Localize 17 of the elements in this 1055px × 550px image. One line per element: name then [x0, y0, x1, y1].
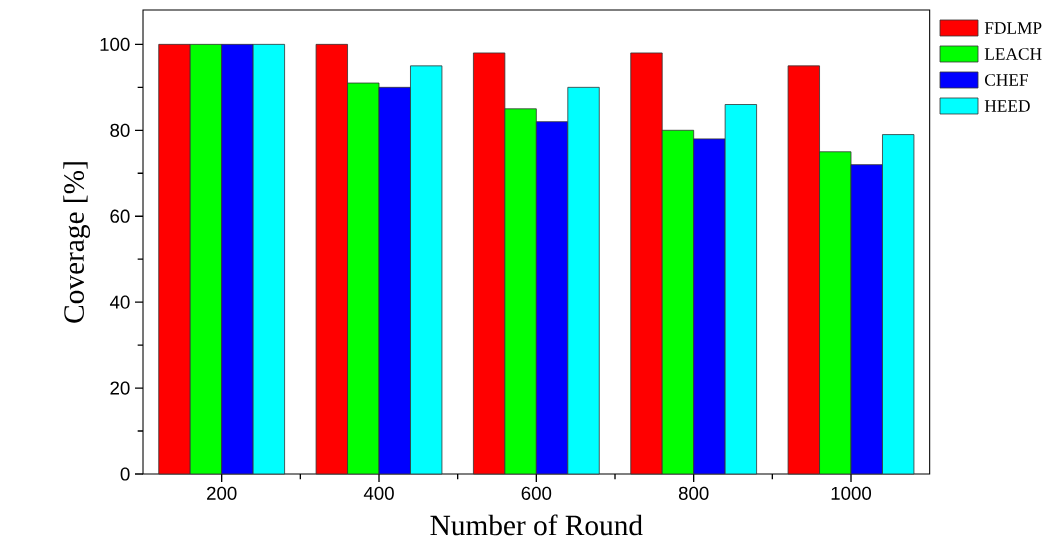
x-tick-label: 800 — [678, 486, 709, 500]
y-tick-label: 60 — [110, 209, 130, 223]
legend-label: LEACH — [984, 48, 1042, 60]
legend-label: HEED — [984, 100, 1030, 112]
x-tick-label: 1000 — [831, 486, 872, 500]
y-tick-label: 20 — [110, 381, 130, 395]
x-axis-title: Number of Round — [430, 514, 643, 536]
y-tick-label: 40 — [109, 295, 130, 309]
x-tick-label: 200 — [207, 486, 237, 500]
legend-label: FDLMP — [984, 22, 1042, 34]
y-axis-title: Coverage [%] — [63, 162, 90, 323]
y-tick-label: 0 — [120, 467, 130, 481]
y-tick-label: 80 — [110, 123, 130, 137]
y-tick-label: 100 — [100, 37, 130, 51]
x-tick-label: 600 — [521, 486, 552, 500]
x-tick-label: 400 — [363, 486, 394, 500]
legend-label: CHEF — [984, 74, 1028, 86]
